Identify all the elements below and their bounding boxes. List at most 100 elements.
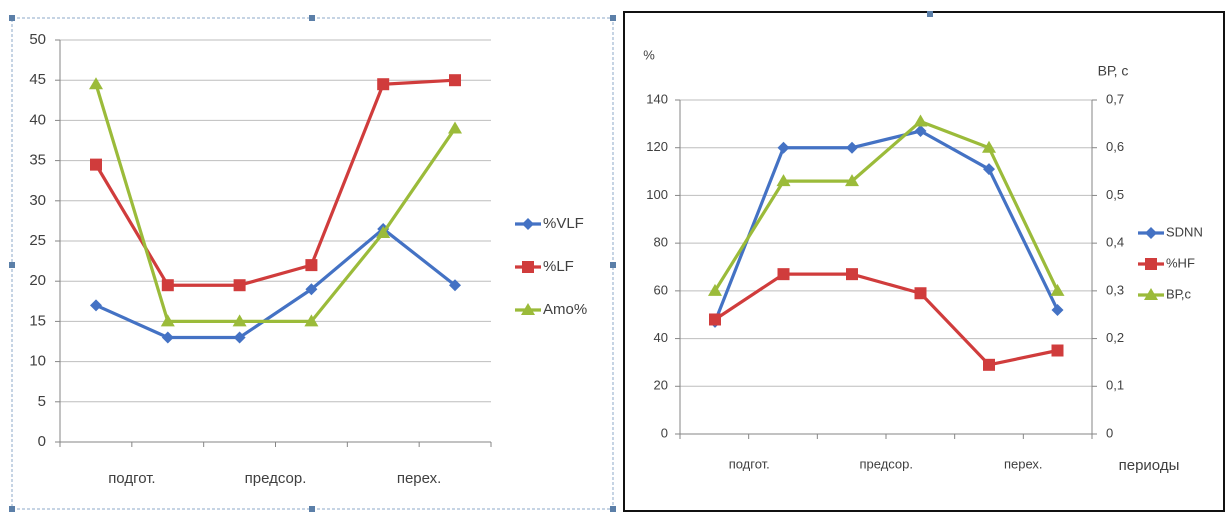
data-point-2-1: [160, 314, 175, 327]
y-tick-label: 15: [29, 312, 46, 329]
y-tick-label: 0: [38, 433, 46, 450]
y-tick-label: 25: [29, 232, 46, 249]
data-point-1-5: [449, 74, 461, 87]
data-point-0-1: [161, 331, 174, 344]
y-tick-label: 140: [646, 91, 668, 106]
data-point-2-0: [89, 77, 103, 90]
data-point-2-0: [708, 283, 722, 296]
y2-tick-label: 0,3: [1106, 282, 1124, 297]
series-line-1: [714, 272, 1058, 367]
y2-tick-label: 0,1: [1106, 378, 1124, 393]
data-point-2-3: [913, 114, 928, 127]
legend-label: SDNN: [1166, 224, 1203, 239]
resize-handle: [9, 506, 15, 512]
series-line-2: [713, 119, 1059, 292]
x-tick-label: предсор.: [245, 470, 307, 487]
resize-handle: [610, 262, 616, 268]
data-point-0-2: [233, 331, 246, 344]
x-tick-label: предсор.: [859, 456, 913, 471]
legend-label: Amo%: [543, 301, 587, 318]
y2-tick-label: 0,4: [1106, 235, 1124, 250]
y-tick-label: 5: [38, 393, 46, 410]
y-axis-title: %: [643, 47, 655, 62]
data-point-2-5: [1050, 283, 1065, 296]
legend-label: %LF: [543, 258, 574, 275]
legend-marker: [522, 261, 534, 273]
y-tick-label: 45: [29, 71, 46, 88]
y2-tick-label: 0,6: [1106, 139, 1124, 154]
series-line-0: [713, 129, 1059, 323]
data-point-1-5: [1051, 344, 1064, 357]
y-tick-label: 30: [29, 192, 46, 209]
chart-1: [55, 39, 541, 447]
y2-tick-label: 0,7: [1106, 91, 1124, 106]
data-point-0-1: [777, 141, 790, 154]
y-tick-label: 0: [661, 425, 668, 440]
x-tick-label: перех.: [397, 470, 442, 487]
data-point-0-2: [846, 141, 858, 154]
data-point-0-5: [1051, 303, 1064, 316]
y-tick-label: 35: [29, 152, 46, 169]
data-point-1-0: [90, 158, 102, 171]
y2-tick-label: 0: [1106, 425, 1113, 440]
data-point-2-2: [845, 174, 859, 187]
data-point-2-4: [982, 140, 996, 153]
resize-handle: [9, 15, 15, 21]
y-tick-label: 80: [654, 235, 668, 250]
data-point-2-4: [376, 225, 391, 238]
resize-handle: [9, 262, 15, 268]
legend-marker: [1145, 258, 1157, 270]
data-point-1-2: [233, 279, 246, 292]
series-line-2: [94, 83, 457, 323]
data-point-1-3: [914, 287, 927, 300]
data-point-0-5: [449, 279, 461, 292]
chart-2: [675, 99, 1164, 439]
resize-handle: [610, 506, 616, 512]
data-point-2-5: [448, 121, 462, 134]
data-point-1-0: [709, 313, 721, 326]
data-point-1-4: [983, 358, 995, 371]
y2-tick-label: 0,5: [1106, 187, 1124, 202]
data-point-2-1: [776, 174, 791, 187]
x-tick-label: подгот.: [729, 456, 770, 471]
legend-label: ВР,с: [1166, 286, 1191, 301]
x-axis-title: периоды: [1119, 457, 1180, 474]
data-point-1-2: [846, 268, 858, 281]
data-point-2-2: [232, 314, 247, 327]
y-tick-label: 60: [654, 282, 668, 297]
legend-marker: [521, 303, 535, 315]
y2-axis-title: ВР, с: [1098, 63, 1129, 79]
data-point-0-0: [90, 299, 102, 312]
legend-label: %HF: [1166, 255, 1195, 270]
data-point-1-1: [777, 268, 790, 281]
legend-marker: [522, 218, 534, 230]
data-point-1-1: [161, 279, 174, 292]
data-point-0-4: [983, 163, 995, 176]
y-tick-label: 40: [654, 330, 668, 345]
right-chart-frame: [623, 11, 1225, 512]
x-tick-label: перех.: [1004, 456, 1043, 471]
series-line-1: [94, 78, 456, 287]
legend-label: %VLF: [543, 215, 584, 232]
series-line-0: [95, 227, 456, 340]
x-tick-label: подгот.: [108, 470, 155, 487]
resize-handle: [309, 506, 315, 512]
resize-handle: [927, 11, 933, 17]
resize-handle: [610, 15, 616, 21]
y-tick-label: 120: [646, 139, 668, 154]
y2-tick-label: 0,2: [1106, 330, 1124, 345]
y-tick-label: 40: [29, 111, 46, 128]
y-tick-label: 100: [646, 187, 668, 202]
y-tick-label: 20: [654, 378, 668, 393]
y-tick-label: 20: [29, 272, 46, 289]
data-point-1-4: [377, 78, 390, 91]
resize-handle: [309, 15, 315, 21]
data-point-1-3: [305, 259, 318, 272]
y-tick-label: 10: [29, 353, 46, 370]
data-point-0-3: [305, 283, 318, 296]
y-tick-label: 50: [29, 31, 46, 48]
data-point-0-3: [914, 125, 927, 138]
data-point-2-3: [304, 314, 319, 327]
